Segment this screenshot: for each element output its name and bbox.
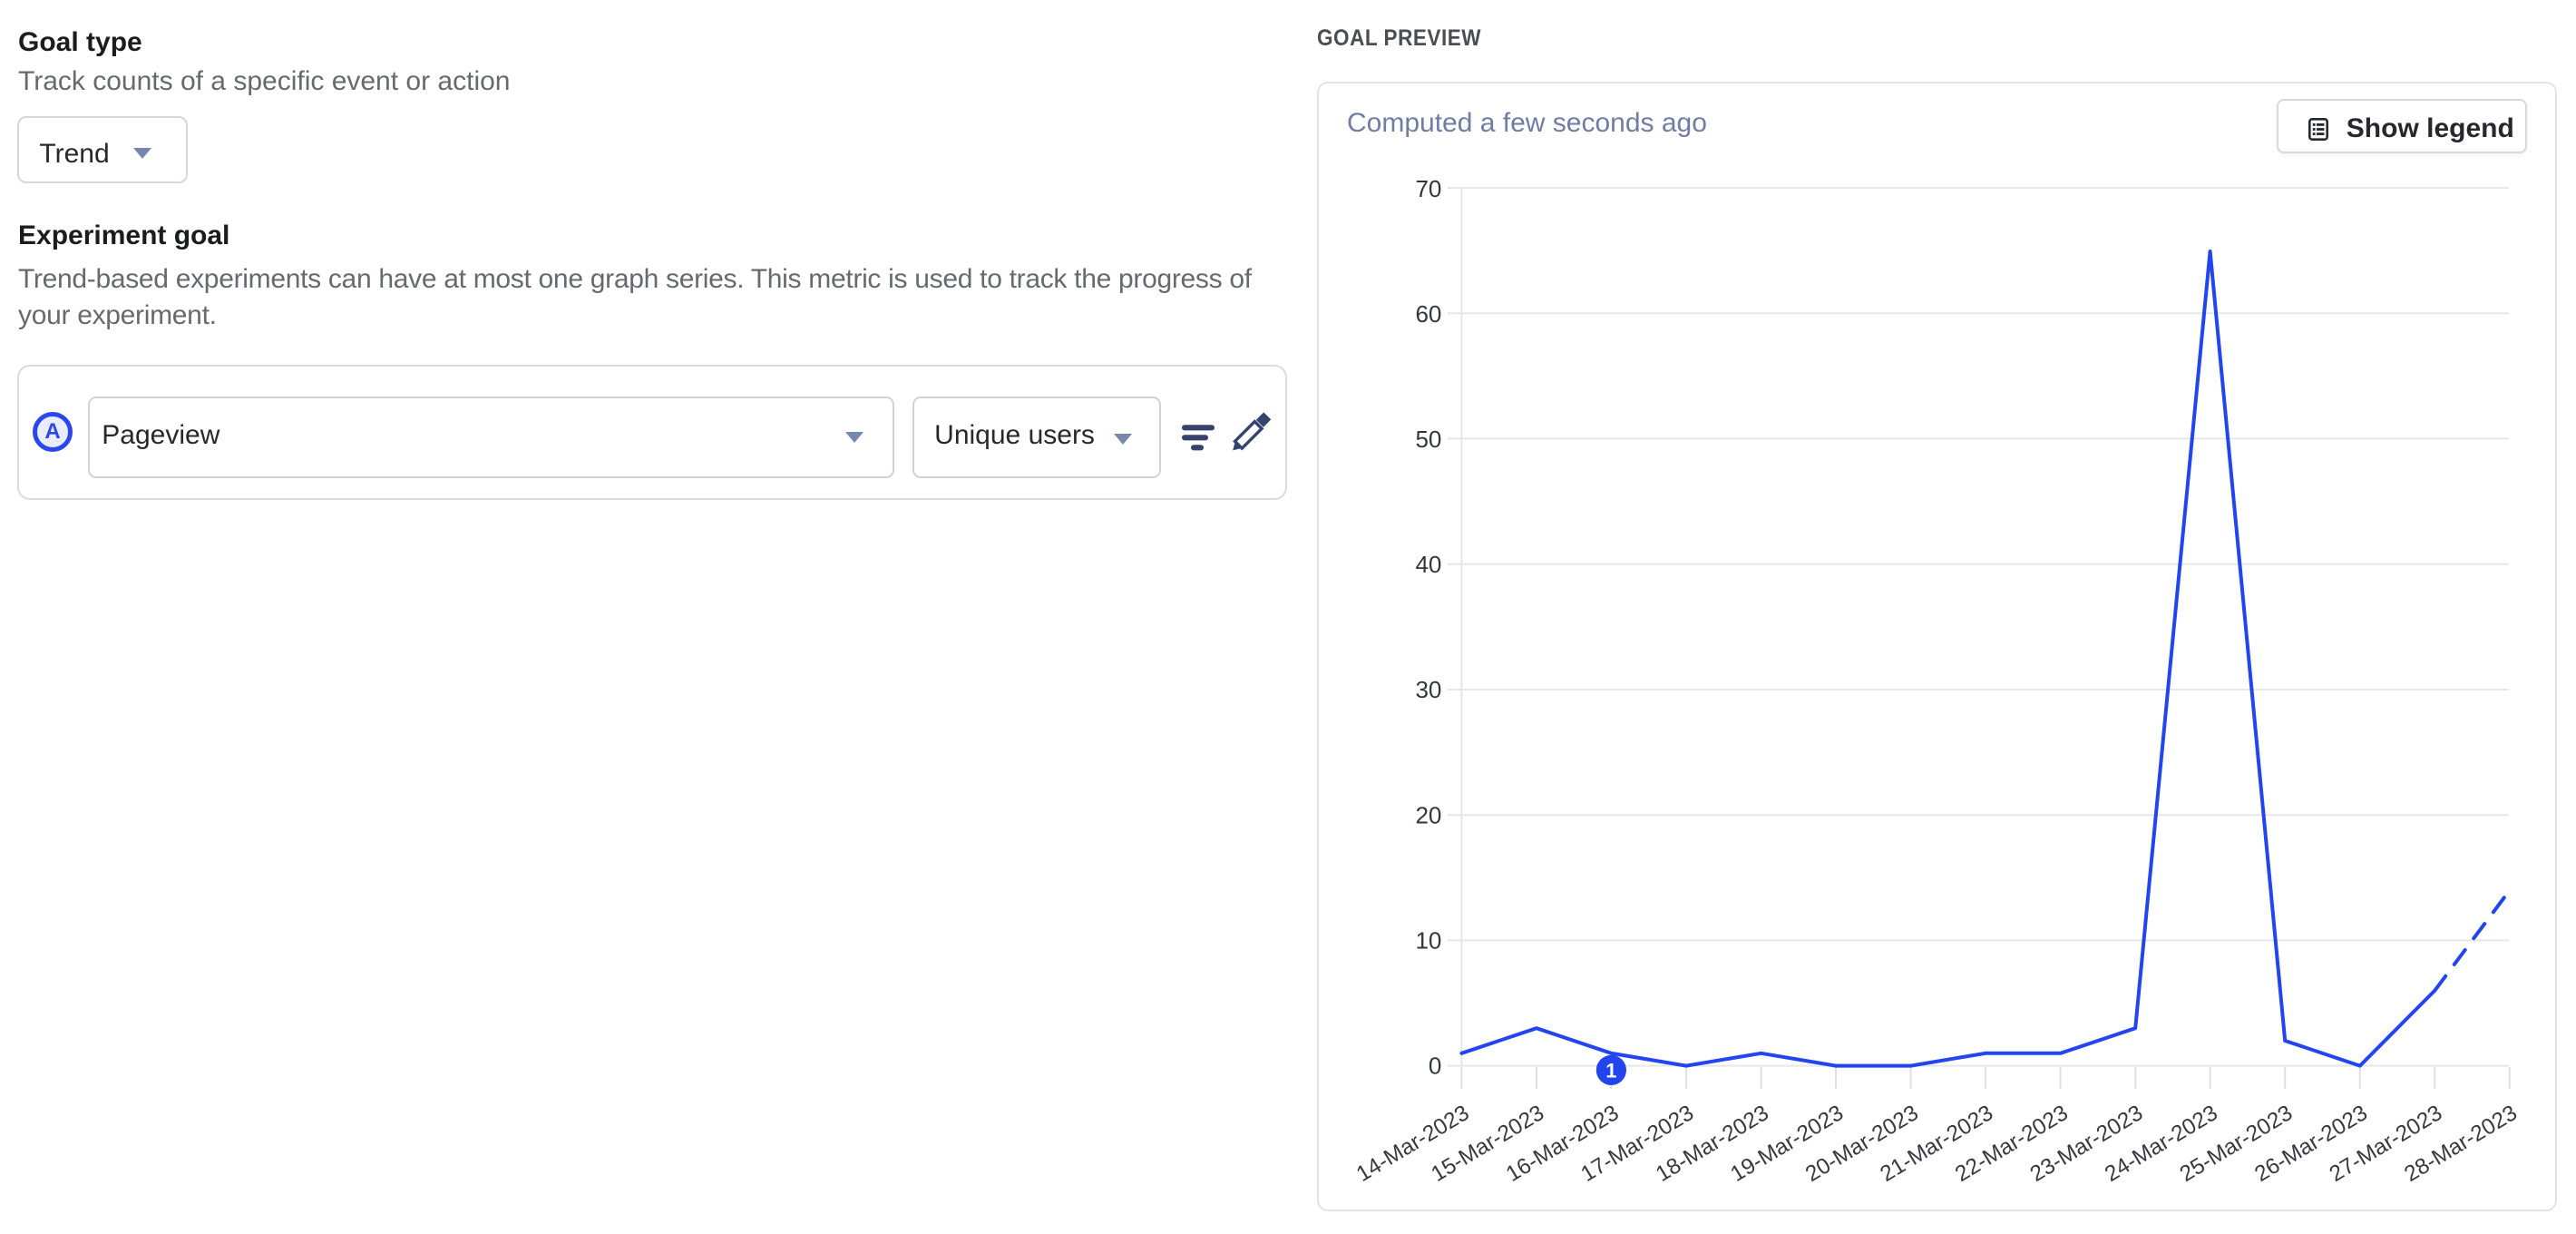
svg-text:0: 0 — [1429, 1053, 1441, 1080]
svg-text:10: 10 — [1415, 927, 1441, 955]
svg-text:70: 70 — [1415, 175, 1441, 202]
svg-text:20: 20 — [1415, 801, 1441, 828]
svg-text:30: 30 — [1415, 676, 1441, 703]
svg-text:60: 60 — [1415, 300, 1441, 328]
svg-text:50: 50 — [1415, 426, 1441, 453]
svg-text:1: 1 — [1605, 1060, 1616, 1082]
svg-text:40: 40 — [1415, 551, 1441, 578]
